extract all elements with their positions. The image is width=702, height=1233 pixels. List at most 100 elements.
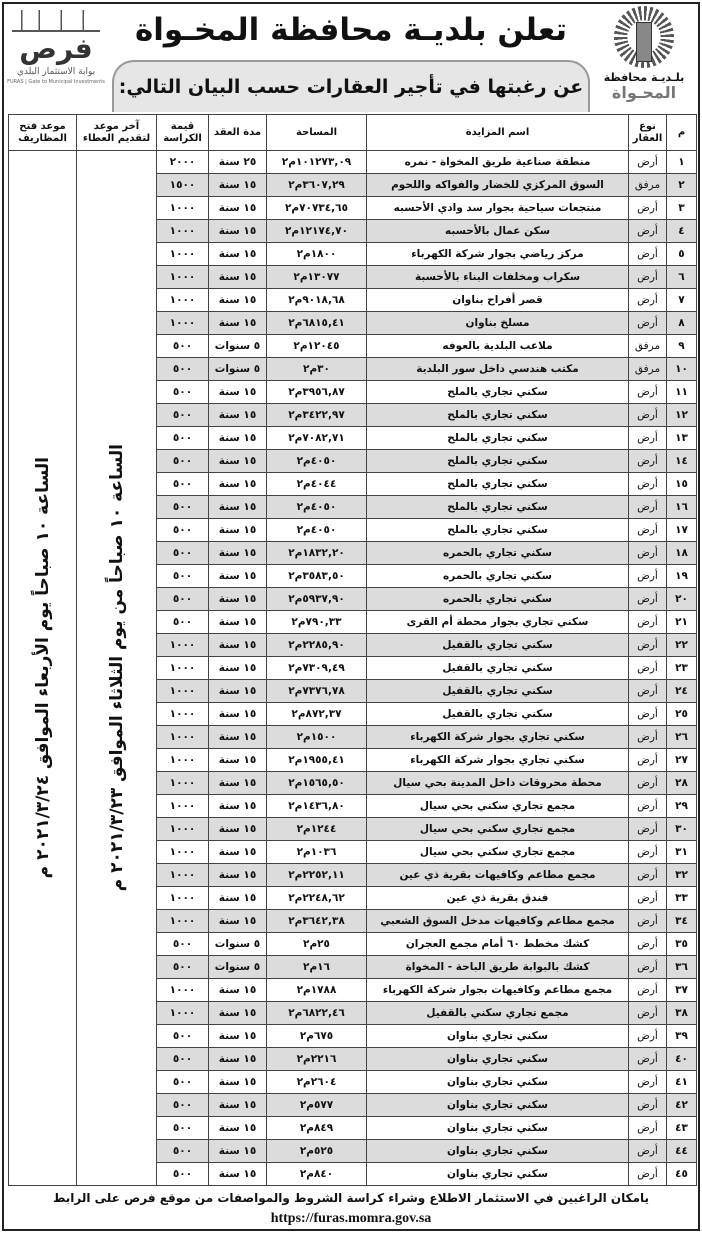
furas-link[interactable]: https://furas.momra.gov.sa: [270, 1211, 432, 1226]
row-name: مسلخ بناوان: [366, 311, 629, 335]
row-fee: ١٠٠٠: [156, 794, 209, 818]
row-number: ٤١: [666, 1070, 697, 1094]
row-name: مجمع تجاري سكني بالقفيل: [366, 1001, 629, 1025]
table-row: ٣٤ أرض مجمع مطاعم وكافيهات مدخل السوق الشع…: [9, 909, 697, 933]
row-duration: ٢٥ سنة: [208, 150, 267, 174]
row-number: ٦: [666, 265, 697, 289]
table-row: ٩ مرفق ملاعب البلدية بالعوفه ١٢٠٤٥م٢ ٥ سنوات…: [9, 334, 697, 358]
row-number: ٢٨: [666, 771, 697, 795]
table-row: ٣٦ أرض كشك بالبوابة طريق الباحة - المخواة ١…: [9, 955, 697, 979]
row-area: ٤٠٥٠م٢: [266, 495, 367, 519]
table-row: ١٨ أرض سكني تجاري بالحمره ١٨٣٢,٢٠م٢ ١٥ سنة ٥٠…: [9, 541, 697, 565]
row-duration: ١٥ سنة: [208, 1116, 267, 1140]
col-area: المساحة: [266, 114, 367, 151]
row-area: ١٢٠٤٥م٢: [266, 334, 367, 358]
row-fee: ١٥٠٠: [156, 173, 209, 197]
row-type: أرض: [628, 633, 667, 657]
row-area: ٦٧٥م٢: [266, 1024, 367, 1048]
row-duration: ١٥ سنة: [208, 541, 267, 565]
table-row: ١١ أرض سكني تجاري بالملح ٣٩٥٦,٨٧م٢ ١٥ سنة ٥٠٠: [9, 380, 697, 404]
table-row: ٥ أرض مركز رياضي بجوار شركة الكهرباء ١٨٠٠م٢…: [9, 242, 697, 266]
row-name: ملاعب البلدية بالعوفه: [366, 334, 629, 358]
skyline-icon: [12, 10, 100, 32]
row-number: ٣: [666, 196, 697, 220]
row-duration: ١٥ سنة: [208, 1093, 267, 1117]
row-area: ١٨٣٢,٢٠م٢: [266, 541, 367, 565]
row-fee: ٥٠٠: [156, 1070, 209, 1094]
row-duration: ١٥ سنة: [208, 771, 267, 795]
row-number: ٣٧: [666, 978, 697, 1002]
row-area: ٨٤٩م٢: [266, 1116, 367, 1140]
row-duration: ١٥ سنة: [208, 403, 267, 427]
last-submission-cell-text: الساعة ١٠ صباحاً من يوم الثلاثاء الموافق…: [106, 444, 127, 892]
row-area: ٥٢٥م٢: [266, 1139, 367, 1163]
row-number: ١٠: [666, 357, 697, 381]
table-row: ١٣ أرض سكني تجاري بالملح ٧٠٨٢,٧١م٢ ١٥ سنة ٥٠٠: [9, 426, 697, 450]
furas-logo-sub: بوابة الاستثمار البلدي: [16, 67, 96, 77]
table-row: ٨ أرض مسلخ بناوان ٦٨١٥,٤١م٢ ١٥ سنة ١٠٠٠: [9, 311, 697, 335]
row-name: سكني تجاري بالقفيل: [366, 656, 629, 680]
row-number: ٣٢: [666, 863, 697, 887]
row-number: ١٣: [666, 426, 697, 450]
row-fee: ١٠٠٠: [156, 242, 209, 266]
row-number: ٣١: [666, 840, 697, 864]
row-type: أرض: [628, 840, 667, 864]
row-area: ٤٠٥٠م٢: [266, 449, 367, 473]
row-fee: ١٠٠٠: [156, 748, 209, 772]
table-row: ٣٥ أرض كشك مخطط ٦٠ أمام مجمع العجران ٢٥م٢ ٥ …: [9, 932, 697, 956]
row-area: ١٤٣٦,٨٠م٢: [266, 794, 367, 818]
row-fee: ٥٠٠: [156, 495, 209, 519]
row-fee: ٥٠٠: [156, 541, 209, 565]
col-opening: موعد فتح المظاريف: [8, 114, 77, 151]
row-name: سكني تجاري بجوار شركة الكهرباء: [366, 725, 629, 749]
row-duration: ١٥ سنة: [208, 564, 267, 588]
row-duration: ١٥ سنة: [208, 978, 267, 1002]
row-area: ٣٦٠٧,٢٩م٢: [266, 173, 367, 197]
row-duration: ١٥ سنة: [208, 748, 267, 772]
row-name: سكني تجاري بالقفيل: [366, 633, 629, 657]
row-duration: ١٥ سنة: [208, 1070, 267, 1094]
row-number: ٢٠: [666, 587, 697, 611]
row-duration: ١٥ سنة: [208, 909, 267, 933]
row-name: سكني تجاري بالملح: [366, 426, 629, 450]
table-row: ٢٩ أرض مجمع تجاري سكني بحي سيال ١٤٣٦,٨٠م٢ ١٥…: [9, 794, 697, 818]
row-number: ٢٥: [666, 702, 697, 726]
row-name: سكني تجاري بناوان: [366, 1139, 629, 1163]
table-row: ١٠ مرفق مكتب هندسي داخل سور البلدية ٣٠م٢ ٥ س…: [9, 357, 697, 381]
row-duration: ١٥ سنة: [208, 840, 267, 864]
row-area: ١٩٥٥,٤١م٢: [266, 748, 367, 772]
row-name: سكني تجاري بالقفيل: [366, 702, 629, 726]
row-area: ١٨٠٠م٢: [266, 242, 367, 266]
row-fee: ٥٠٠: [156, 334, 209, 358]
row-type: أرض: [628, 495, 667, 519]
row-name: سكراب ومخلفات البناء بالأحسبة: [366, 265, 629, 289]
row-duration: ٥ سنوات: [208, 357, 267, 381]
row-number: ٢٦: [666, 725, 697, 749]
row-number: ٧: [666, 288, 697, 312]
row-area: ٢٢٥٢,١١م٢: [266, 863, 367, 887]
row-area: ١٥٦٥,٥٠م٢: [266, 771, 367, 795]
row-duration: ١٥ سنة: [208, 518, 267, 542]
row-type: أرض: [628, 656, 667, 680]
row-fee: ١٠٠٠: [156, 288, 209, 312]
row-number: ٢٩: [666, 794, 697, 818]
table-row: ٧ أرض قصر أفراح بناوان ٩٠١٨,٦٨م٢ ١٥ سنة ١٠٠٠: [9, 288, 697, 312]
row-number: ٤٥: [666, 1162, 697, 1186]
row-type: أرض: [628, 909, 667, 933]
row-duration: ١٥ سنة: [208, 1047, 267, 1071]
row-name: سكني تجاري بالملح: [366, 495, 629, 519]
table-header-row: م نوع العقار اسم المزايدة المساحة مدة ال…: [8, 114, 697, 151]
row-duration: ١٥ سنة: [208, 886, 267, 910]
row-area: ٣٠م٢: [266, 357, 367, 381]
row-duration: ١٥ سنة: [208, 1139, 267, 1163]
row-fee: ٥٠٠: [156, 1162, 209, 1186]
row-duration: ١٥ سنة: [208, 587, 267, 611]
row-type: أرض: [628, 932, 667, 956]
row-duration: ١٥ سنة: [208, 472, 267, 496]
row-fee: ١٠٠٠: [156, 817, 209, 841]
row-type: مرفق: [628, 334, 667, 358]
col-duration: مدة العقد: [208, 114, 267, 151]
row-duration: ١٥ سنة: [208, 380, 267, 404]
row-fee: ٥٠٠: [156, 932, 209, 956]
